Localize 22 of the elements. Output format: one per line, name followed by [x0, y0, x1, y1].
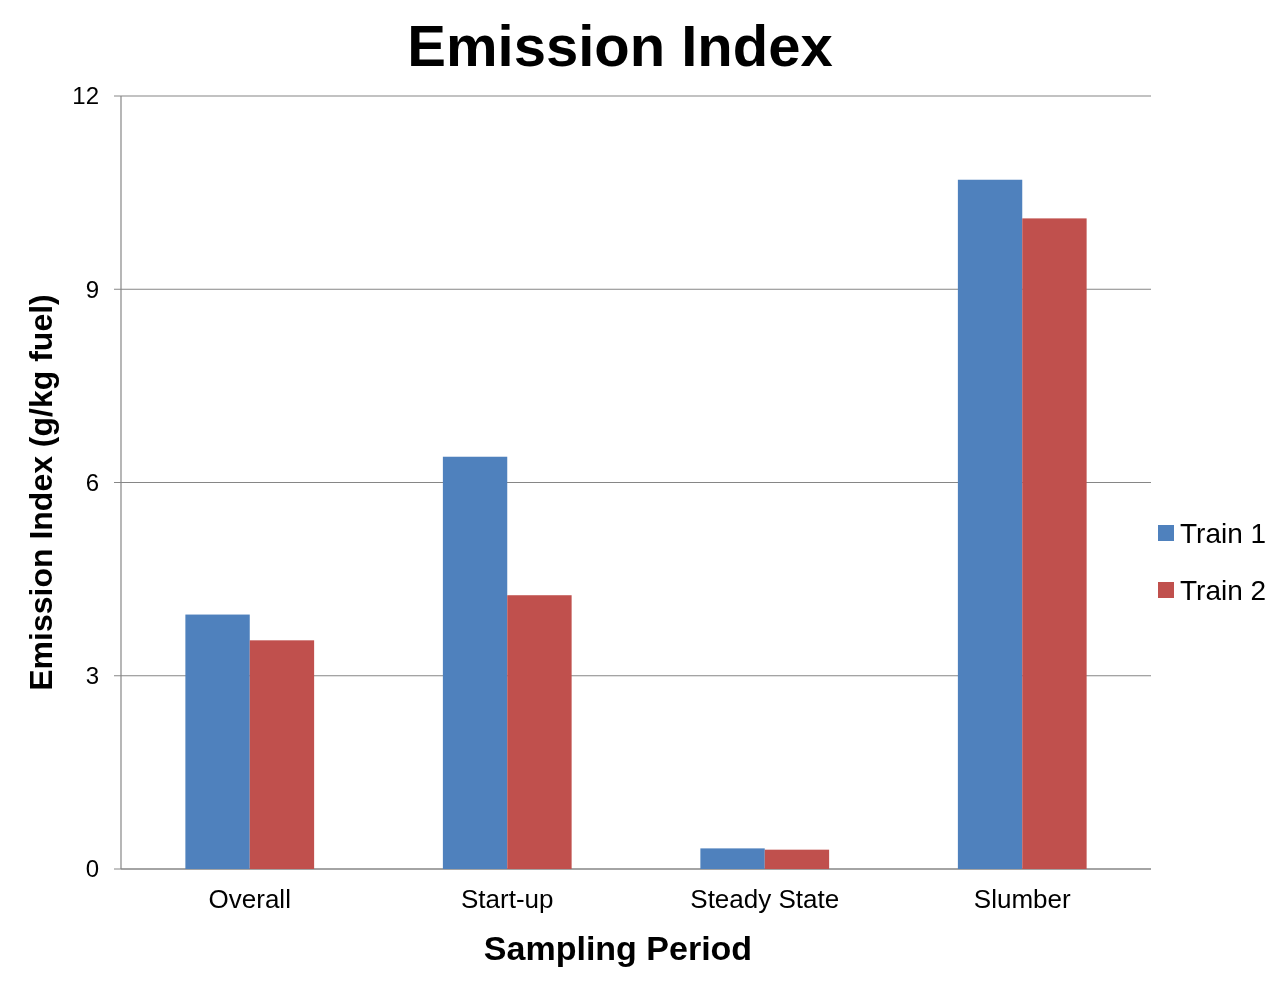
bar: [185, 614, 250, 869]
bar: [249, 640, 315, 869]
y-tick-label: 12: [72, 82, 99, 110]
y-tick-label: 0: [85, 855, 99, 883]
y-axis-title: Emission Index (g/kg fuel): [23, 294, 59, 691]
x-tick-label: Steady State: [690, 884, 840, 914]
y-tick-label: 6: [85, 468, 99, 496]
x-tick-label: Start-up: [461, 884, 554, 914]
legend-label: Train 1: [1180, 517, 1267, 549]
x-tick-label: Slumber: [973, 884, 1071, 914]
bar: [957, 179, 1023, 869]
bar: [764, 849, 830, 869]
chart-title: Emission Index: [407, 13, 833, 78]
bar: [507, 595, 572, 869]
bar: [1022, 218, 1087, 869]
bar: [700, 848, 765, 869]
y-tick-label: 9: [85, 275, 99, 303]
x-axis-title: Sampling Period: [483, 929, 753, 967]
legend-label: Train 2: [1180, 574, 1267, 606]
y-tick-label: 3: [85, 662, 99, 690]
x-tick-label: Overall: [208, 884, 291, 914]
bar: [442, 456, 508, 869]
